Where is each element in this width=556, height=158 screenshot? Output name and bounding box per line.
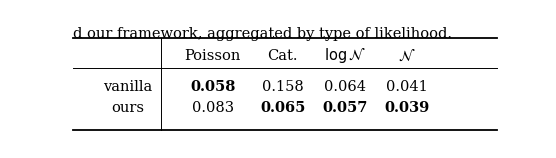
Text: 0.083: 0.083 [192,100,234,115]
Text: 0.041: 0.041 [386,80,428,94]
Text: Poisson: Poisson [185,49,241,63]
Text: 0.065: 0.065 [260,100,305,115]
Text: ours: ours [111,100,144,115]
Text: 0.158: 0.158 [262,80,304,94]
Text: Cat.: Cat. [267,49,298,63]
Text: d our framework, aggregated by type of likelihood.: d our framework, aggregated by type of l… [73,27,453,41]
Text: $\mathcal{N}$: $\mathcal{N}$ [398,48,415,64]
Text: 0.064: 0.064 [324,80,366,94]
Text: $\log\mathcal{N}$: $\log\mathcal{N}$ [324,46,366,65]
Text: vanilla: vanilla [103,80,152,94]
Text: 0.039: 0.039 [384,100,429,115]
Text: 0.058: 0.058 [190,80,236,94]
Text: 0.057: 0.057 [322,100,368,115]
